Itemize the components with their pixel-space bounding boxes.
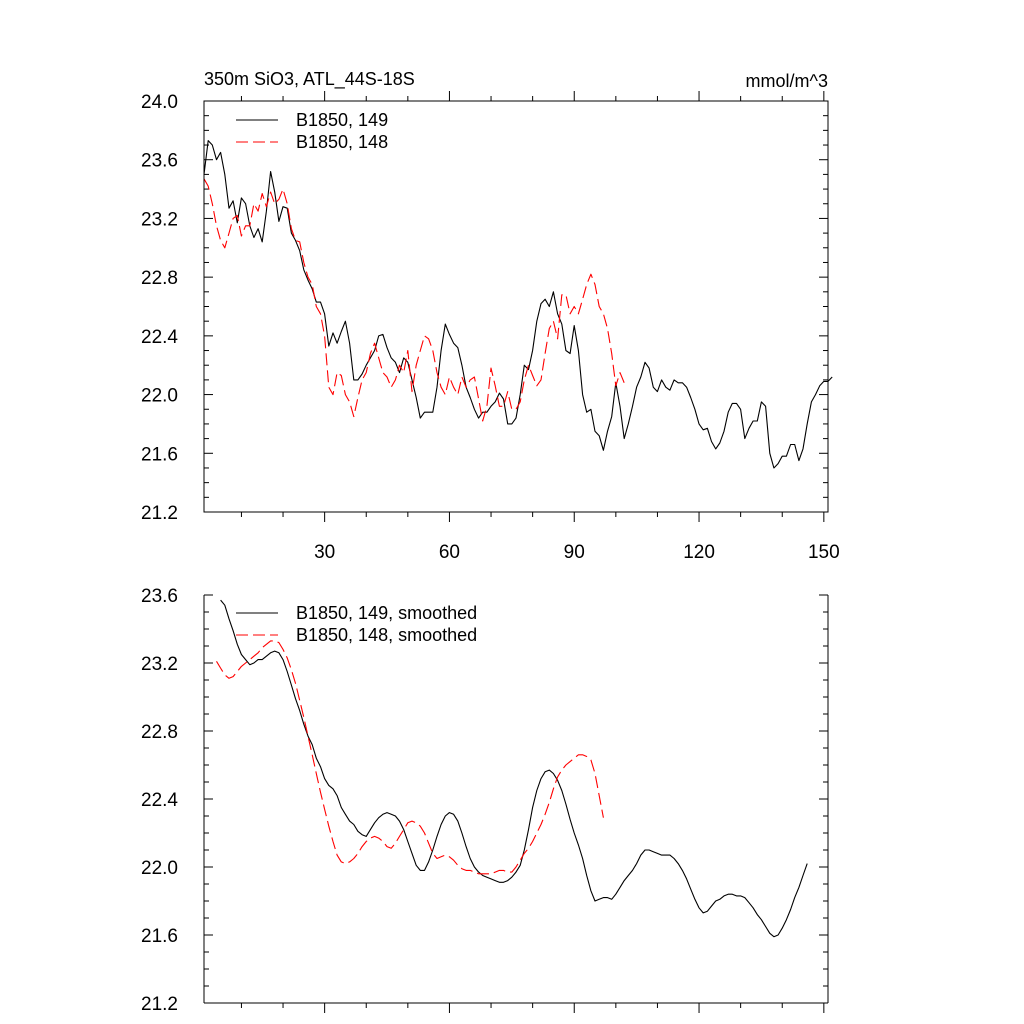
x-tick-label: 60 [439,542,460,563]
top-x-tick-labels: 30 60 90 120 150 [314,542,840,563]
y-tick-label: 23.2 [141,654,178,675]
top-series-group [203,140,833,469]
y-tick-label: 23.2 [141,209,178,230]
y-tick-label: 21.2 [141,503,178,524]
series-148-line [203,178,625,422]
y-tick-label: 23.6 [141,151,178,172]
y-tick-label: 22.8 [141,722,178,743]
bottom-panel: 21.2 21.6 22.0 22.4 22.8 23.2 23.6 B1850, 149,… [141,586,829,1015]
y-tick-label: 22.0 [141,386,178,407]
y-tick-label: 21.2 [141,994,178,1015]
top-y-tick-labels: 21.2 21.6 22.0 22.4 22.8 23.2 23.6 24.0 [141,92,178,524]
x-tick-label: 120 [683,542,715,563]
y-tick-label: 23.6 [141,586,178,607]
x-tick-label: 90 [564,542,585,563]
legend-label: B1850, 148 [296,132,388,152]
x-tick-label: 30 [314,542,335,563]
legend-label: B1850, 148, smoothed [296,625,477,645]
series-149-line [220,599,808,938]
series-148-line [216,640,604,875]
y-tick-label: 21.6 [141,926,178,947]
bottom-series-group [216,599,808,938]
x-tick-label: 150 [808,542,840,563]
top-panel: 21.2 21.6 22.0 22.4 22.8 23.2 23.6 24.0 30 60 90 1… [141,91,840,563]
y-tick-label: 21.6 [141,444,178,465]
series-149-line [203,140,833,469]
legend-label: B1850, 149 [296,110,388,130]
y-tick-label: 22.8 [141,268,178,289]
top-axis-ticks [204,91,828,522]
bottom-y-tick-labels: 21.2 21.6 22.0 22.4 22.8 23.2 23.6 [141,586,178,1015]
y-tick-label: 22.4 [141,790,178,811]
bottom-axis-ticks [204,594,828,1013]
bottom-plot-frame [203,595,829,1004]
units-label: mmol/m^3 [746,71,828,91]
y-tick-label: 22.0 [141,858,178,879]
chart-title: 350m SiO3, ATL_44S-18S [204,69,415,90]
legend-label: B1850, 149, smoothed [296,603,477,623]
y-tick-label: 22.4 [141,327,178,348]
top-plot-frame [203,100,829,513]
y-tick-label: 24.0 [141,92,178,113]
